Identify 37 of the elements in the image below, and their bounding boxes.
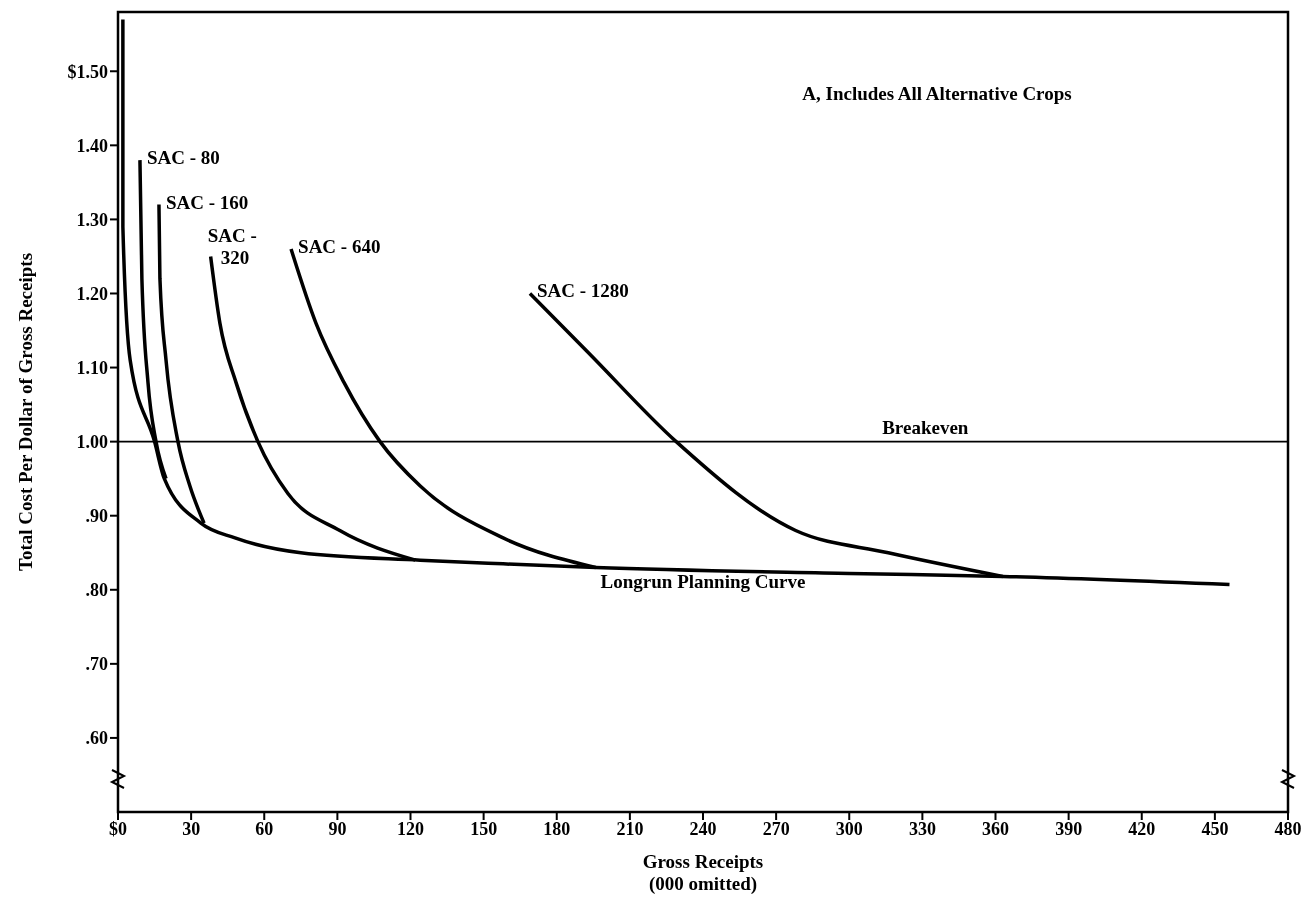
x-tick-label: 420 [1128,818,1156,839]
y-tick-label: 1.40 [76,135,108,156]
x-axis-title: Gross Receipts (000 omitted) [642,851,764,895]
x-tick-label: 240 [689,818,717,839]
annotation: A, Includes All Alternative Crops [802,83,1072,104]
y-tick-label: 1.00 [76,432,108,453]
series-label: SAC - 640 [298,236,381,258]
x-tick-label: 270 [762,818,790,839]
y-tick-label: 1.10 [76,357,108,378]
y-tick-label: 1.30 [76,209,108,230]
x-tick-label: 450 [1201,818,1229,839]
y-tick-label: .80 [85,580,108,601]
series-label: SAC - 1280 [536,280,629,302]
x-tick-label: 300 [835,818,863,839]
series-label: SAC - 80 [146,147,220,169]
x-tick-label: 180 [543,818,571,839]
x-tick-label: 330 [908,818,936,839]
y-tick-label: .60 [85,728,108,749]
x-tick-label: 390 [1055,818,1083,839]
x-tick-label: 210 [616,818,644,839]
annotation: Longrun Planning Curve [600,571,806,592]
y-axis-title: Total Cost Per Dollar of Gross Receipts [15,252,36,572]
x-tick-label: 60 [255,818,274,839]
y-tick-label: .70 [85,654,108,675]
x-tick-label: 360 [982,818,1009,839]
y-tick-label: $1.50 [67,61,108,82]
x-tick-label: $0 [109,818,127,839]
y-tick-label: 1.20 [76,283,108,304]
x-tick-label: 150 [470,818,498,839]
x-tick-label: 30 [182,818,201,839]
ref-line-label: Breakeven [882,416,969,438]
series-label: SAC - 160 [165,191,249,213]
x-tick-label: 90 [328,818,347,839]
x-tick-label: 480 [1274,818,1302,839]
y-tick-label: .90 [85,506,108,527]
series-label: SAC - 320 [207,225,257,269]
x-tick-label: 120 [397,818,424,839]
